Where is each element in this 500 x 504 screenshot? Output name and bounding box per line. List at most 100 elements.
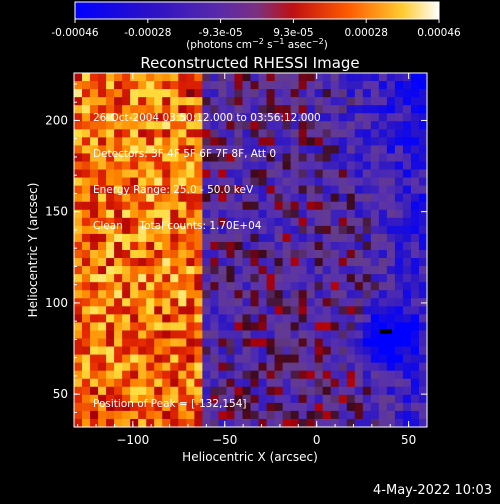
- heatmap-cell: [386, 354, 396, 364]
- heatmap-cell: [98, 354, 107, 364]
- heatmap-cell: [194, 418, 203, 428]
- heatmap-cell: [354, 306, 364, 315]
- heatmap-cell: [314, 201, 324, 211]
- heatmap-cell: [82, 161, 91, 171]
- heatmap-cell: [194, 370, 203, 380]
- heatmap-cell: [90, 282, 99, 291]
- heatmap-cell: [370, 233, 380, 243]
- heatmap-cell: [394, 209, 404, 219]
- heatmap-cell: [402, 298, 412, 307]
- heatmap-cell: [74, 410, 83, 420]
- heatmap-cell: [162, 161, 171, 171]
- heatmap-cell: [162, 153, 171, 163]
- heatmap-cell: [410, 266, 420, 275]
- heatmap-cell: [290, 298, 300, 307]
- heatmap-cell: [178, 225, 187, 235]
- heatmap-cell: [370, 73, 380, 82]
- heatmap-cell: [90, 81, 99, 90]
- heatmap-cell: [162, 193, 171, 203]
- heatmap-cell: [114, 73, 123, 82]
- heatmap-cell: [378, 145, 388, 155]
- heatmap-cell: [234, 290, 244, 299]
- heatmap-cell: [146, 418, 155, 428]
- heatmap-cell: [418, 370, 428, 380]
- heatmap-cell: [282, 266, 292, 275]
- heatmap-cell: [106, 201, 115, 211]
- peak-position-label: Position of Peak = [-132,154]: [93, 398, 247, 410]
- heatmap-cell: [114, 306, 123, 315]
- heatmap-cell: [338, 209, 348, 219]
- heatmap-cell: [90, 201, 99, 211]
- heatmap-cell: [346, 362, 356, 372]
- heatmap-cell: [146, 105, 155, 114]
- heatmap-cell: [314, 354, 324, 364]
- heatmap-cell: [210, 274, 220, 283]
- heatmap-cell: [362, 97, 372, 106]
- heatmap-cell: [282, 201, 292, 211]
- heatmap-cell: [362, 161, 372, 171]
- heatmap-cell: [386, 145, 396, 155]
- heatmap-cell: [130, 121, 139, 130]
- heatmap-cell: [242, 89, 252, 98]
- heatmap-cell: [146, 394, 155, 404]
- heatmap-cell: [226, 322, 236, 332]
- heatmap-cell: [210, 298, 220, 307]
- heatmap-cell: [306, 306, 316, 315]
- heatmap-cell: [106, 378, 115, 388]
- heatmap-cell: [306, 378, 316, 388]
- heatmap-cell: [218, 217, 228, 227]
- heatmap-cell: [162, 217, 171, 227]
- heatmap-cell: [322, 145, 332, 155]
- heatmap-cell: [226, 193, 236, 203]
- heatmap-cell: [162, 73, 171, 82]
- heatmap-cell: [226, 250, 236, 259]
- heatmap-cell: [74, 386, 83, 396]
- heatmap-cell: [258, 185, 268, 195]
- heatmap-cell: [130, 137, 139, 147]
- heatmap-cell: [266, 250, 276, 259]
- heatmap-cell: [226, 73, 236, 82]
- heatmap-cell: [82, 225, 91, 235]
- heatmap-cell: [250, 97, 260, 106]
- heatmap-cell: [242, 266, 252, 275]
- heatmap-cell: [98, 73, 107, 82]
- heatmap-cell: [162, 258, 171, 267]
- heatmap-cell: [106, 137, 115, 147]
- heatmap-cell: [378, 314, 388, 324]
- heatmap-cell: [290, 346, 300, 356]
- heatmap-cell: [130, 354, 139, 364]
- heatmap-cell: [106, 209, 115, 219]
- heatmap-cell: [338, 121, 348, 130]
- heatmap-cell: [210, 121, 220, 130]
- heatmap-cell: [290, 322, 300, 332]
- heatmap-cell: [194, 306, 203, 315]
- heatmap-cell: [354, 250, 364, 259]
- heatmap-cell: [410, 121, 420, 130]
- heatmap-cell: [346, 306, 356, 315]
- heatmap-cell: [162, 306, 171, 315]
- heatmap-cell: [346, 314, 356, 324]
- heatmap-cell: [202, 81, 211, 90]
- heatmap-cell: [98, 282, 107, 291]
- heatmap-cell: [202, 354, 211, 364]
- heatmap-cell: [338, 250, 348, 259]
- heatmap-cell: [242, 225, 252, 235]
- heatmap-cell: [82, 185, 91, 195]
- heatmap-cell: [250, 402, 260, 412]
- heatmap-cell: [90, 233, 99, 243]
- heatmap-cell: [274, 89, 284, 98]
- heatmap-cell: [362, 410, 372, 420]
- heatmap-cell: [322, 241, 332, 251]
- heatmap-cell: [234, 105, 244, 114]
- chart-title: Reconstructed RHESSI Image: [140, 54, 359, 72]
- heatmap-cell: [330, 209, 340, 219]
- heatmap-cell: [394, 290, 404, 299]
- heatmap-cell: [146, 169, 155, 179]
- heatmap-cell: [74, 209, 83, 219]
- heatmap-cell: [330, 362, 340, 372]
- heatmap-cell: [370, 394, 380, 404]
- heatmap-cell: [154, 402, 163, 412]
- heatmap-cell: [266, 258, 276, 267]
- heatmap-cell: [394, 378, 404, 388]
- heatmap-cell: [194, 73, 203, 82]
